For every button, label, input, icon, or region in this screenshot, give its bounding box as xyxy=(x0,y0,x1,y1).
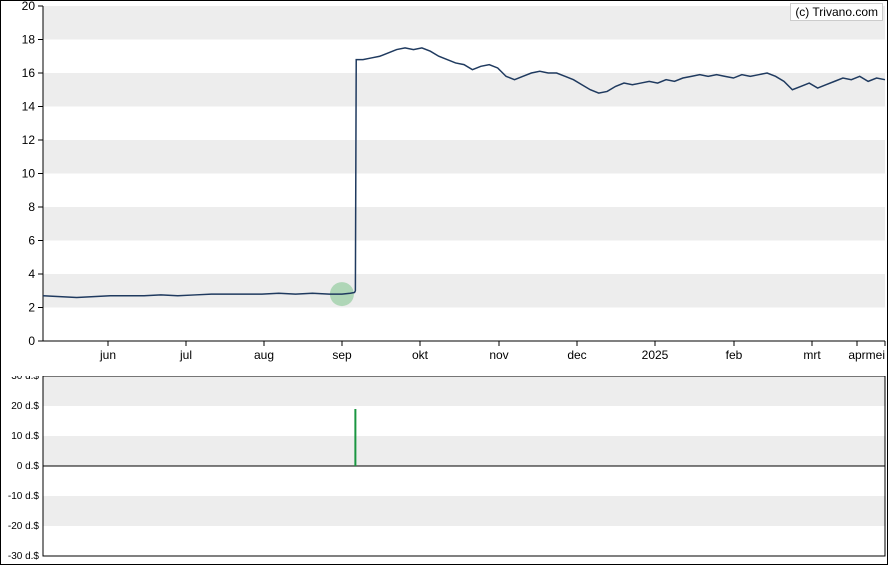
svg-text:feb: feb xyxy=(726,348,743,362)
svg-text:30 d.$: 30 d.$ xyxy=(11,376,39,382)
svg-text:12: 12 xyxy=(22,133,36,147)
svg-text:10 d.$: 10 d.$ xyxy=(11,431,39,442)
svg-text:mrt: mrt xyxy=(803,348,821,362)
svg-text:6: 6 xyxy=(28,234,35,248)
svg-text:-10 d.$: -10 d.$ xyxy=(8,491,40,502)
svg-text:16: 16 xyxy=(22,66,36,80)
svg-text:20: 20 xyxy=(22,1,36,13)
svg-text:-30 d.$: -30 d.$ xyxy=(8,551,40,562)
svg-text:okt: okt xyxy=(412,348,429,362)
svg-text:20 d.$: 20 d.$ xyxy=(11,401,39,412)
volume-chart: -30 d.$ -20 d.$ -10 d.$ 0 d.$ 10 d.$ 20 d.$ 30… xyxy=(1,376,888,566)
svg-text:14: 14 xyxy=(22,100,36,114)
svg-text:aug: aug xyxy=(254,348,274,362)
svg-text:10: 10 xyxy=(22,167,36,181)
svg-text:dec: dec xyxy=(567,348,586,362)
main-chart: 0 2 4 6 8 10 12 14 16 18 20 jun jul aug sep okt nov dec 20… xyxy=(1,1,888,371)
svg-text:jun: jun xyxy=(99,348,116,362)
svg-text:apr: apr xyxy=(848,348,865,362)
svg-text:sep: sep xyxy=(332,348,352,362)
chart-container: (c) Trivano.com 0 2 4 6 8 10 12 14 16 18 20 jun jul a… xyxy=(0,0,888,565)
svg-text:mei: mei xyxy=(866,348,885,362)
svg-text:jul: jul xyxy=(179,348,192,362)
svg-text:18: 18 xyxy=(22,33,36,47)
svg-text:0 d.$: 0 d.$ xyxy=(17,461,40,472)
svg-text:nov: nov xyxy=(489,348,508,362)
svg-text:4: 4 xyxy=(28,267,35,281)
copyright-label: (c) Trivano.com xyxy=(790,3,883,21)
svg-text:2025: 2025 xyxy=(642,348,669,362)
svg-text:2: 2 xyxy=(28,301,35,315)
svg-text:-20 d.$: -20 d.$ xyxy=(8,521,40,532)
svg-text:8: 8 xyxy=(28,200,35,214)
svg-text:0: 0 xyxy=(28,334,35,348)
